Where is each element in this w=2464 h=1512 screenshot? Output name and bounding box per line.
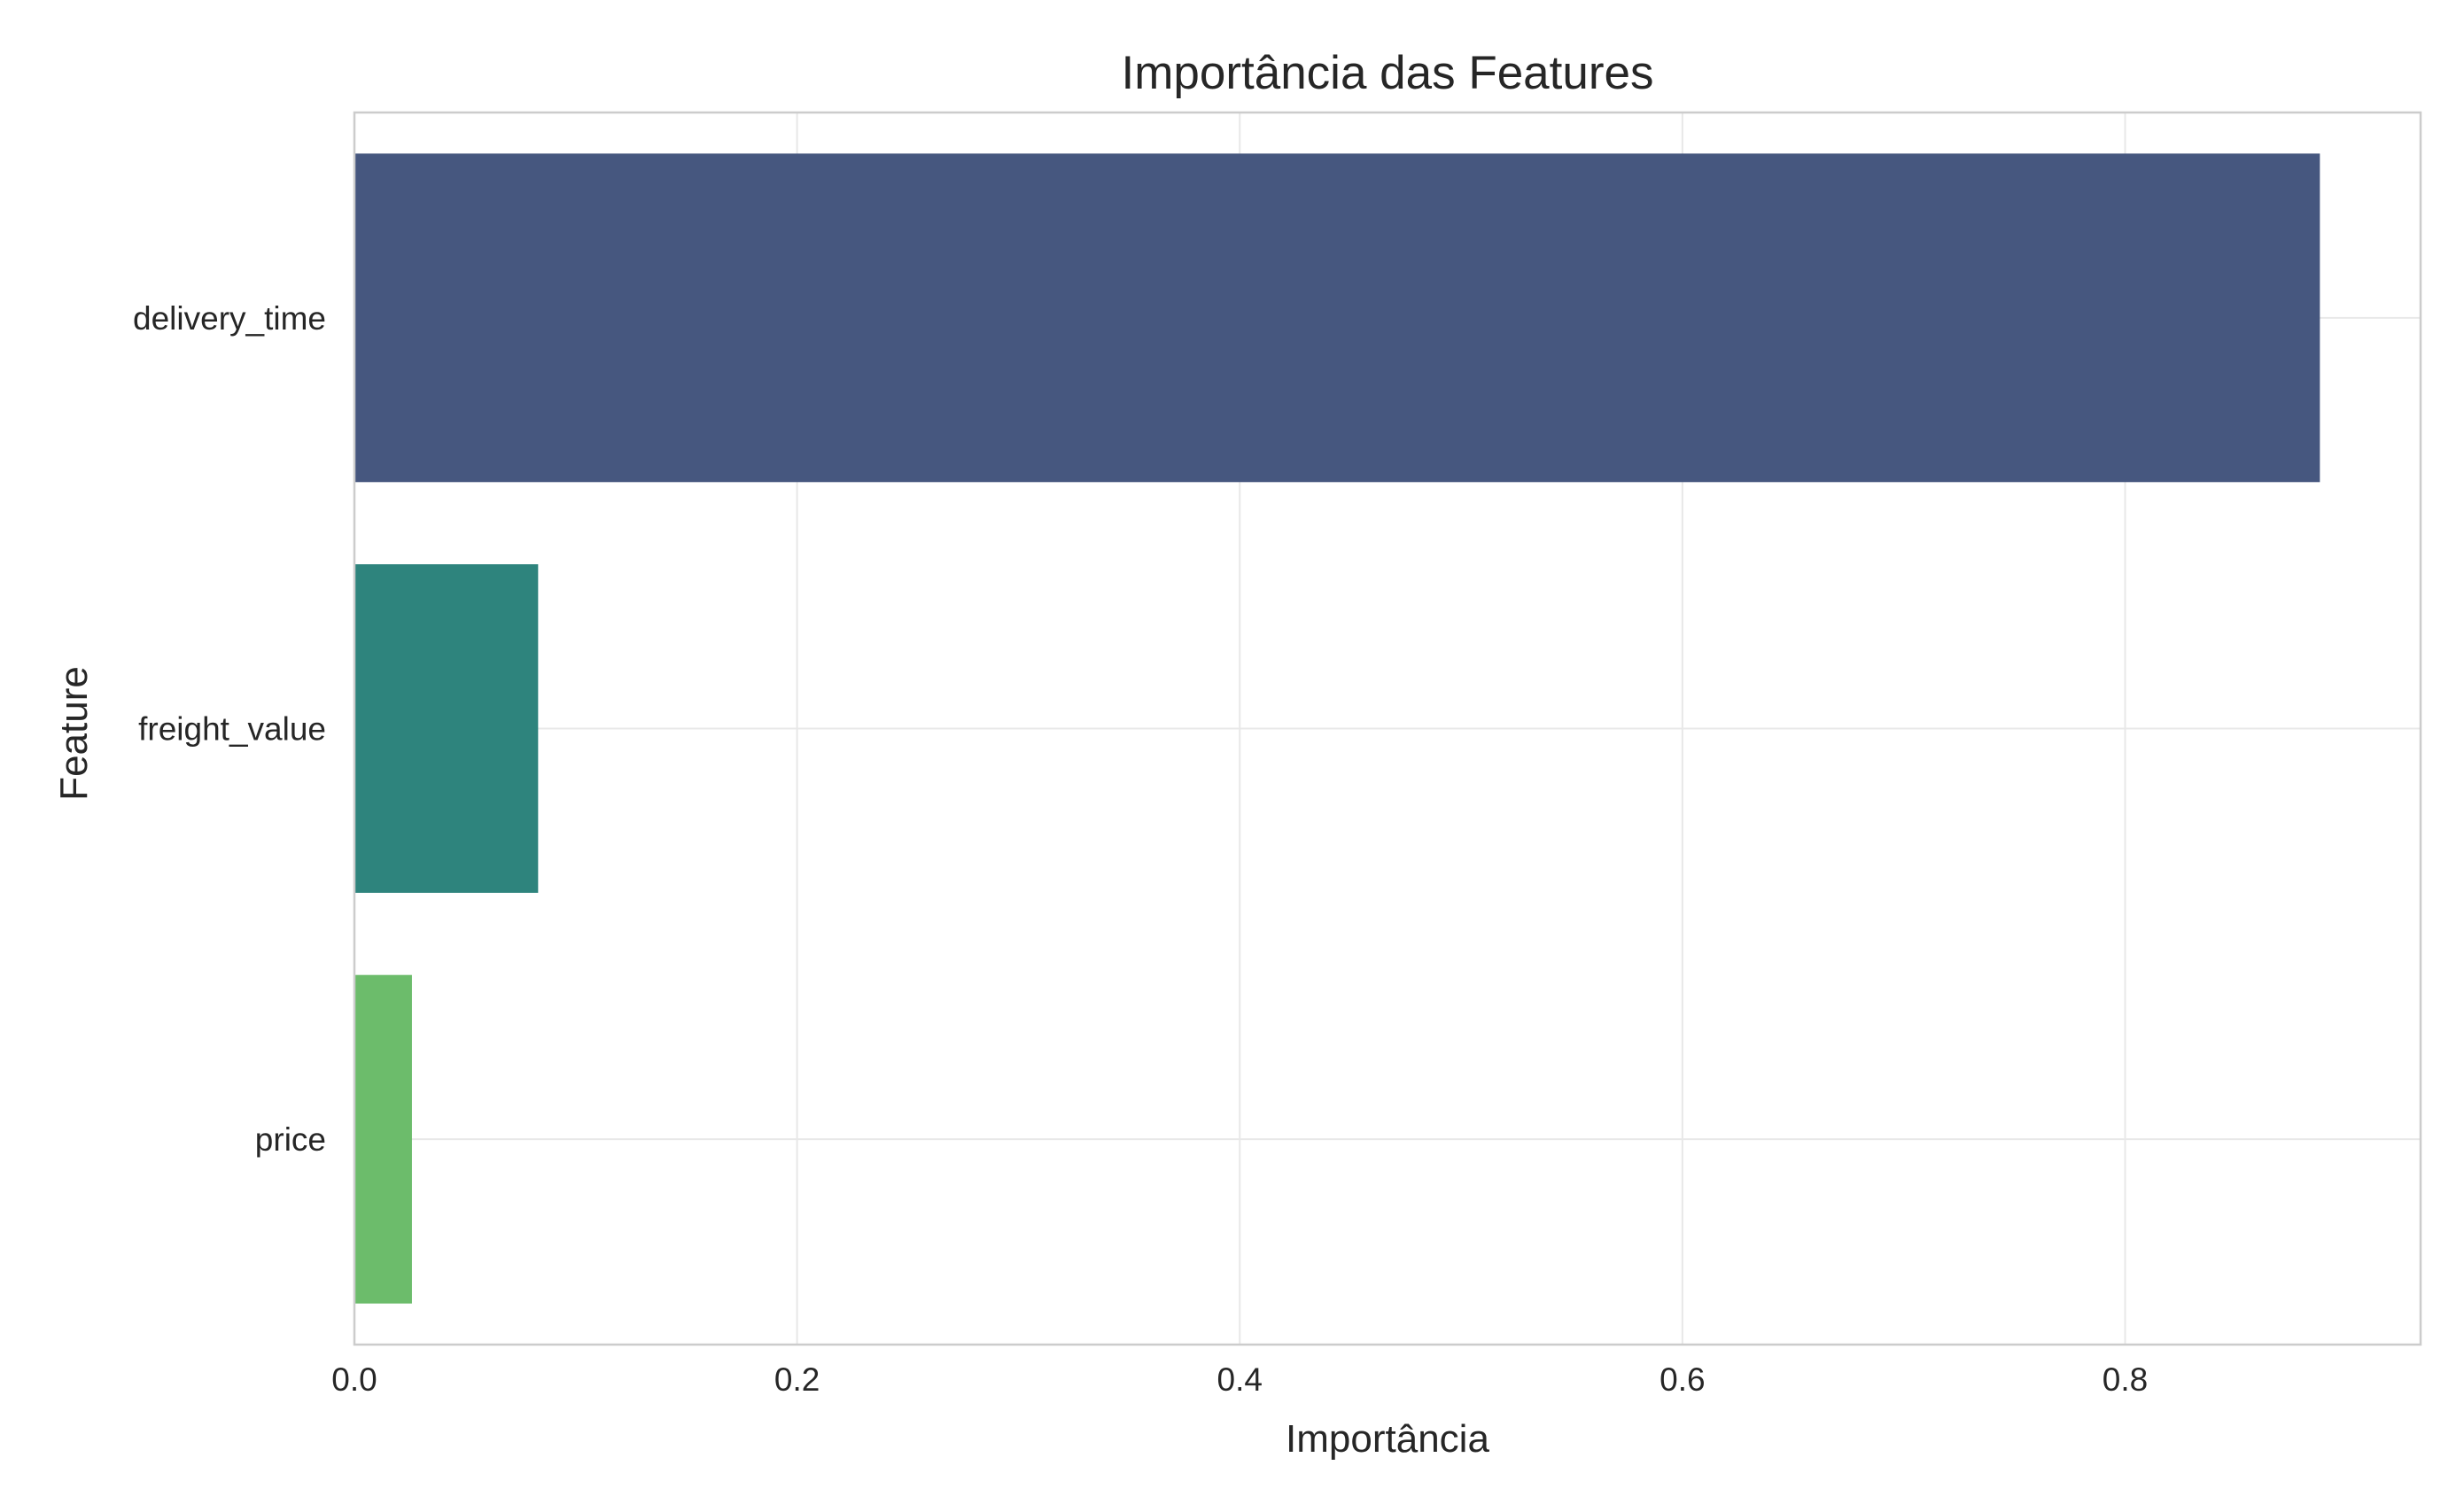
y-axis-label: Feature — [52, 666, 96, 801]
bar-delivery-time — [354, 153, 2320, 483]
y-tick-label: freight_value — [138, 711, 326, 748]
x-tick-label: 0.2 — [774, 1361, 820, 1398]
y-tick-label: price — [255, 1121, 326, 1158]
x-tick-label: 0.0 — [331, 1361, 377, 1398]
x-axis-label: Importância — [1286, 1417, 1489, 1461]
x-tick-label: 0.6 — [1660, 1361, 1705, 1398]
x-tick-label: 0.8 — [2103, 1361, 2148, 1398]
bar-price — [354, 974, 412, 1304]
plot-frame — [353, 111, 2422, 1346]
bar-freight-value — [354, 564, 539, 893]
bar-layer — [354, 153, 2320, 1304]
chart-title: Importância das Features — [1122, 47, 1654, 99]
x-tick-label: 0.4 — [1217, 1361, 1263, 1398]
y-tick-label: delivery_time — [133, 300, 326, 337]
